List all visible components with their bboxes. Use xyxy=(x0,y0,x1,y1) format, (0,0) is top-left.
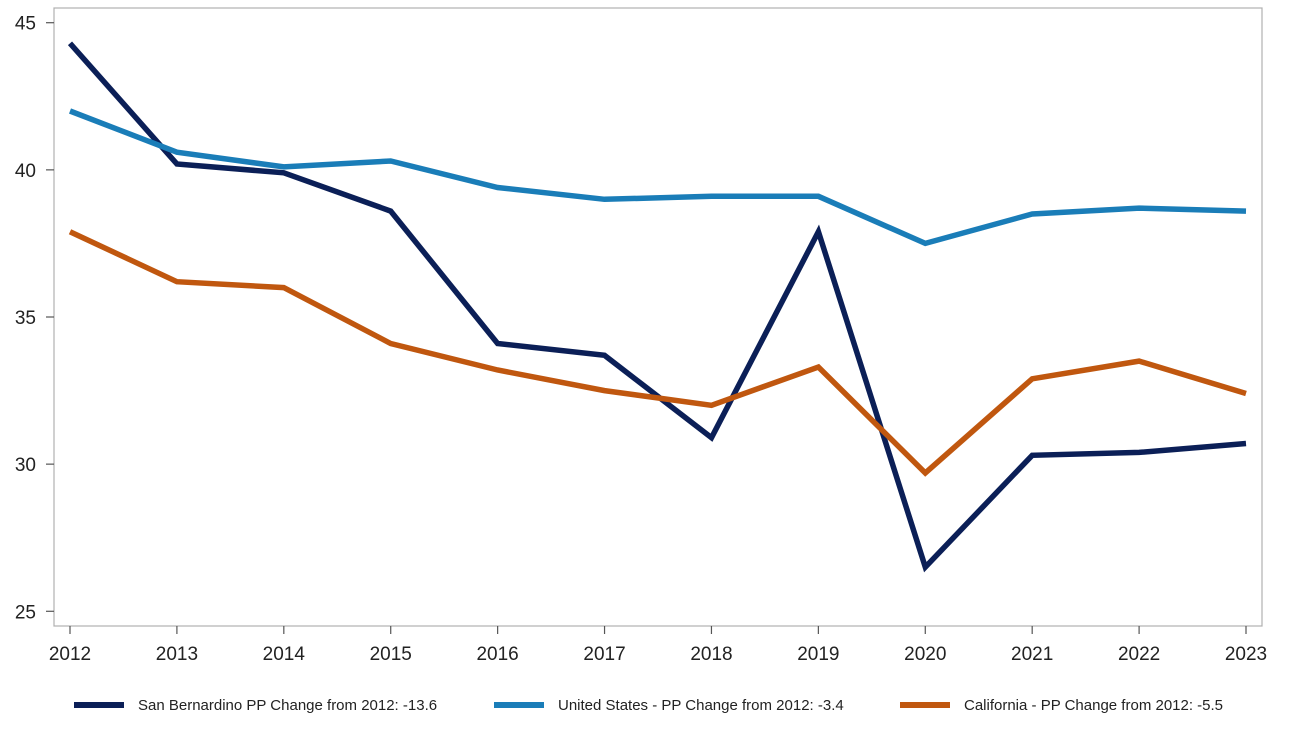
x-tick-label: 2015 xyxy=(370,644,412,665)
x-tick-label: 2012 xyxy=(49,644,91,665)
series-line-2 xyxy=(68,229,1247,477)
y-tick-label: 40 xyxy=(15,161,36,182)
x-tick-label: 2017 xyxy=(583,644,625,665)
series-line-0 xyxy=(67,41,1247,573)
x-tick-label: 2021 xyxy=(1011,644,1053,665)
x-axis: 2012 2013 2014 2015 2016 2017 2018 2019 2020 2021… xyxy=(49,626,1267,665)
y-tick-label: 25 xyxy=(15,602,36,623)
plot-frame xyxy=(53,7,1263,627)
y-tick-label: 35 xyxy=(15,308,36,329)
y-tick-label: 45 xyxy=(15,14,36,35)
legend-swatch-california xyxy=(900,702,950,708)
y-tick-label: 30 xyxy=(15,455,36,476)
legend: San Bernardino PP Change from 2012: -13.… xyxy=(0,690,1301,722)
legend-item-california: California - PP Change from 2012: -5.5 xyxy=(900,690,1223,720)
x-tick-label: 2016 xyxy=(476,644,518,665)
x-tick-label: 2020 xyxy=(904,644,946,665)
legend-swatch-united-states xyxy=(494,702,544,708)
x-tick-label: 2019 xyxy=(797,644,839,665)
x-tick-label: 2018 xyxy=(690,644,732,665)
legend-item-united-states: United States - PP Change from 2012: -3.… xyxy=(494,690,844,720)
legend-label-united-states: United States - PP Change from 2012: -3.… xyxy=(558,696,844,714)
y-axis: 25 30 35 40 45 xyxy=(15,14,54,623)
x-tick-label: 2023 xyxy=(1225,644,1267,665)
x-tick-label: 2014 xyxy=(263,644,306,665)
legend-item-san-bernardino: San Bernardino PP Change from 2012: -13.… xyxy=(74,690,437,720)
series-line-1 xyxy=(69,108,1247,247)
legend-label-san-bernardino: San Bernardino PP Change from 2012: -13.… xyxy=(138,696,438,714)
series-layer xyxy=(67,41,1247,573)
x-tick-label: 2013 xyxy=(156,644,198,665)
x-tick-label: 2022 xyxy=(1118,644,1160,665)
legend-swatch-san-bernardino xyxy=(74,702,124,708)
legend-label-california: California - PP Change from 2012: -5.5 xyxy=(964,696,1224,714)
